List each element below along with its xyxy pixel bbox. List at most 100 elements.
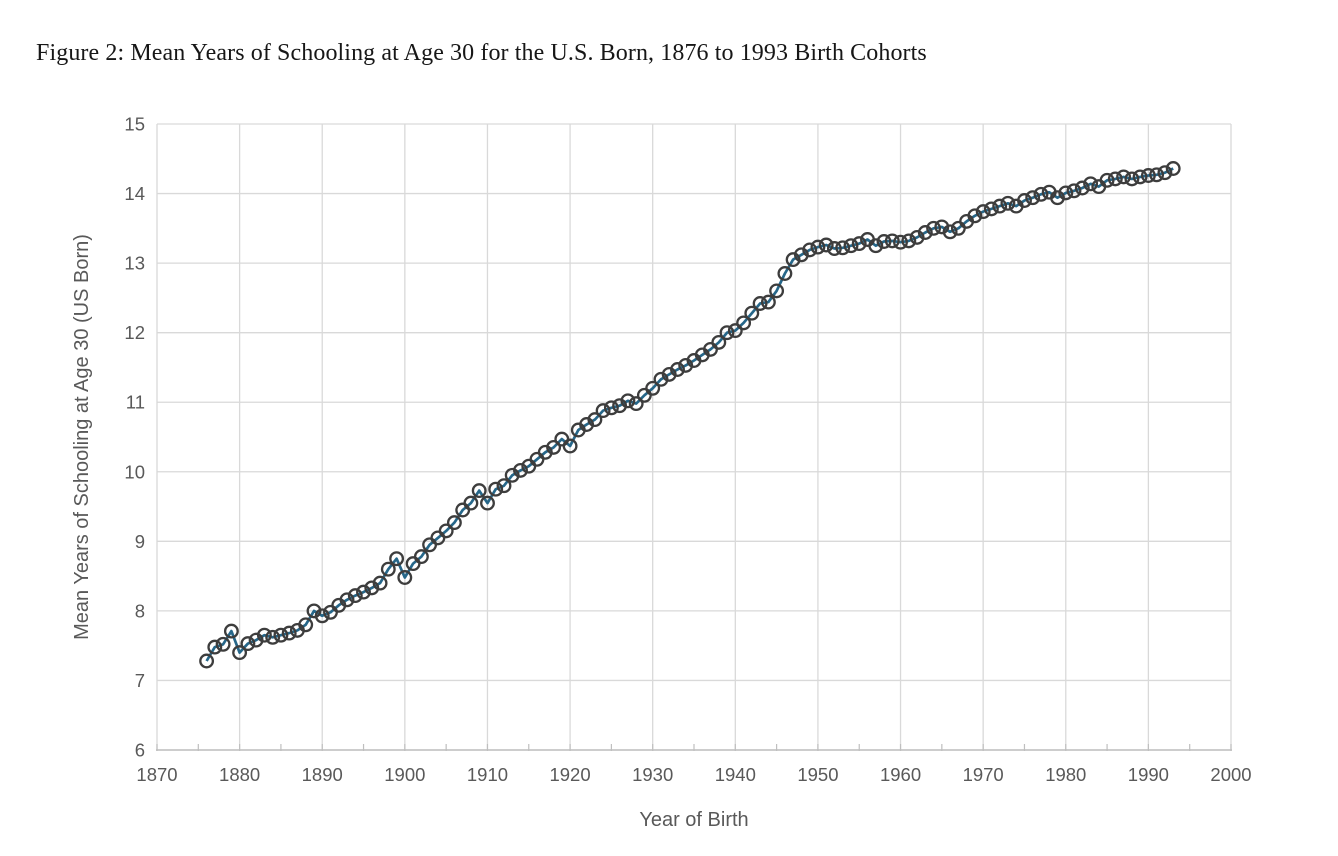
- data-point-marker: [884, 233, 900, 249]
- data-point-marker: [380, 561, 396, 577]
- x-axis-title: Year of Birth: [639, 809, 748, 831]
- data-point-marker: [1083, 176, 1099, 192]
- data-point-marker: [546, 439, 562, 455]
- data-point-marker: [719, 325, 735, 341]
- data-point-marker: [1066, 183, 1082, 199]
- data-point-marker: [826, 241, 842, 256]
- data-point-marker: [1025, 190, 1041, 206]
- data-point-marker: [207, 639, 223, 655]
- data-point-marker: [1124, 171, 1140, 187]
- data-point-marker: [413, 549, 429, 565]
- x-axis-tick-label: 1910: [467, 764, 508, 785]
- data-point-marker: [347, 588, 363, 604]
- data-point-marker: [1157, 165, 1173, 181]
- data-point-marker: [265, 629, 281, 645]
- x-axis-tick-label: 1980: [1045, 764, 1086, 785]
- data-point-marker: [893, 234, 908, 250]
- data-point-marker: [917, 225, 933, 240]
- data-point-marker: [744, 305, 760, 321]
- data-point-marker: [314, 608, 330, 624]
- x-axis-tick-label: 1920: [549, 764, 590, 785]
- data-point-marker: [513, 462, 528, 478]
- y-axis-title: Mean Years of Schooling at Age 30 (US Bo…: [71, 234, 93, 640]
- data-point-marker: [389, 551, 405, 567]
- data-point-marker: [711, 334, 727, 350]
- data-point-marker: [727, 323, 743, 339]
- data-point-marker: [1149, 167, 1165, 183]
- data-point-marker: [281, 625, 297, 641]
- data-point-marker: [645, 380, 661, 396]
- y-axis-tick-label: 8: [135, 600, 145, 621]
- data-point-marker: [760, 294, 776, 310]
- y-axis-tick-label: 11: [126, 392, 145, 413]
- x-axis-tick-label: 1990: [1128, 764, 1169, 785]
- data-point-marker: [1074, 180, 1090, 196]
- x-axis-tick-label: 1940: [715, 764, 756, 785]
- data-point-marker: [595, 403, 611, 419]
- data-point-marker: [818, 237, 834, 253]
- data-point-marker: [777, 266, 793, 281]
- data-point-marker: [603, 400, 619, 416]
- data-point-marker: [942, 224, 958, 240]
- data-point-marker: [810, 239, 826, 255]
- data-point-marker: [339, 592, 355, 608]
- data-point-marker: [488, 481, 504, 497]
- data-point-marker: [1132, 169, 1148, 185]
- data-point-marker: [1116, 169, 1132, 185]
- data-point-marker: [1099, 172, 1115, 188]
- data-point-marker: [1000, 195, 1016, 211]
- data-point-marker: [843, 238, 859, 254]
- data-point-marker: [967, 208, 983, 224]
- data-point-marker: [868, 238, 884, 254]
- data-point-marker: [975, 204, 991, 220]
- data-point-marker: [446, 515, 462, 531]
- y-axis-tick-label: 15: [124, 114, 145, 135]
- data-point-marker: [1033, 186, 1049, 202]
- y-axis-tick-label: 7: [135, 670, 145, 691]
- figure-title: Figure 2: Mean Years of Schooling at Age…: [36, 40, 927, 66]
- data-point-marker: [463, 495, 479, 511]
- data-point-marker: [983, 201, 999, 217]
- x-axis-tick-label: 1960: [880, 764, 921, 785]
- y-axis-tick-label: 12: [124, 322, 145, 343]
- data-point-marker: [835, 240, 851, 256]
- y-axis-tick-label: 13: [124, 253, 145, 274]
- data-point-marker: [876, 234, 892, 249]
- data-point-marker: [397, 570, 413, 585]
- data-point-marker: [1058, 185, 1074, 201]
- data-point-marker: [1165, 161, 1181, 176]
- x-axis-tick-label: 1880: [219, 764, 260, 785]
- data-point-marker: [992, 198, 1008, 214]
- data-point-marker: [628, 396, 644, 412]
- data-point-marker: [752, 296, 768, 311]
- data-point-marker: [1140, 168, 1156, 183]
- data-point-marker: [215, 636, 231, 652]
- data-point-marker: [802, 242, 818, 258]
- data-point-marker: [851, 236, 867, 252]
- data-point-marker: [356, 584, 371, 600]
- x-axis-tick-label: 1950: [797, 764, 838, 785]
- data-point-marker: [736, 315, 752, 331]
- x-axis-tick-label: 1970: [963, 764, 1004, 785]
- x-axis-tick-label: 1890: [302, 764, 343, 785]
- data-point-marker: [199, 653, 215, 669]
- data-point-marker: [769, 283, 785, 299]
- data-point-marker: [901, 233, 917, 249]
- data-point-marker: [223, 623, 239, 639]
- data-point-marker: [562, 438, 578, 454]
- data-point-marker: [273, 627, 289, 643]
- data-point-marker: [471, 483, 487, 499]
- data-point-marker: [240, 636, 256, 652]
- data-point-marker: [496, 478, 512, 494]
- data-point-marker: [480, 495, 495, 511]
- x-axis-tick-label: 2000: [1210, 764, 1251, 785]
- y-axis-tick-label: 6: [135, 740, 145, 761]
- x-axis-tick-label: 1870: [136, 764, 177, 785]
- data-point-marker: [620, 393, 636, 409]
- data-point-marker: [256, 627, 272, 643]
- x-axis-tick-label: 1900: [384, 764, 425, 785]
- data-point-marker: [298, 617, 314, 633]
